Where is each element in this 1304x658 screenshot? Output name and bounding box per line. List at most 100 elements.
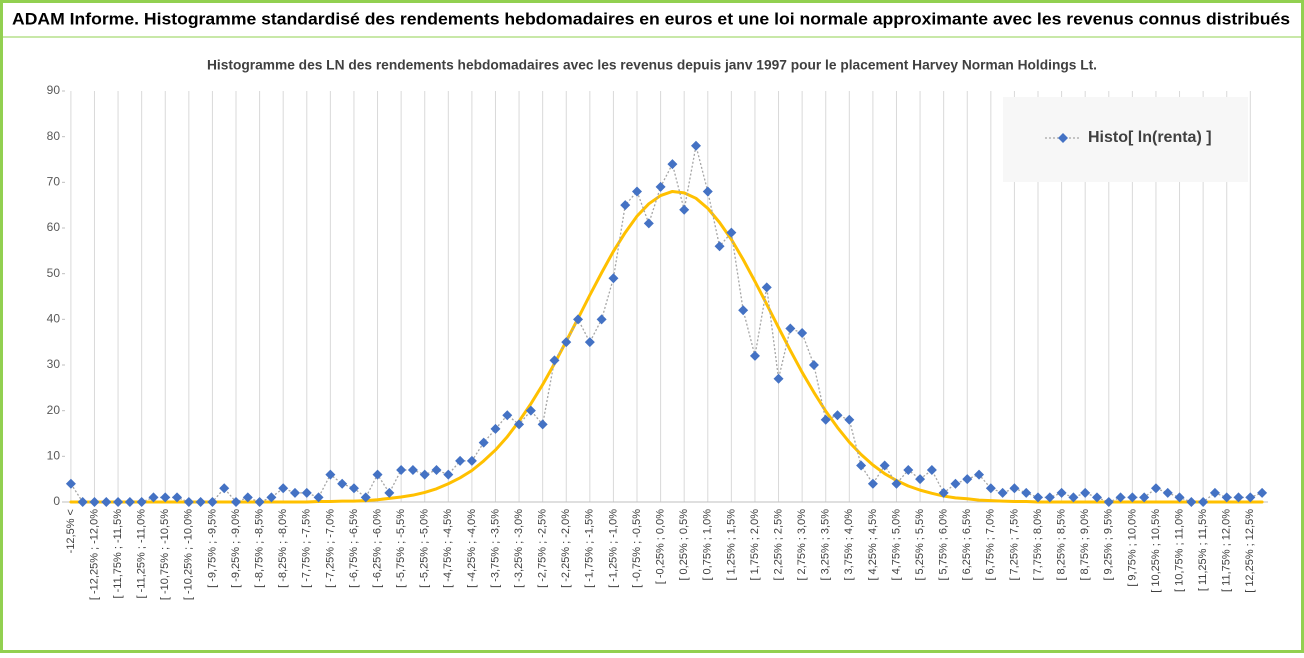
x-tick-label: [ -5,25% ; -5,0% [419,509,431,588]
data-point [573,314,584,325]
y-tick-label: 80 [47,129,61,143]
y-tick-label: 10 [47,449,61,463]
data-point [749,350,760,361]
data-point [1139,492,1150,503]
data-point [1091,492,1102,503]
x-tick-label: [ -7,25% ; -7,0% [324,509,336,588]
x-tick-label: [ -7,75% ; -7,5% [301,509,313,588]
data-point [1174,492,1185,503]
x-tick-label: [ 3,25% ; 3,5% [820,509,832,581]
data-point [325,469,336,480]
x-tick-label: [ 6,75% ; 7,0% [985,509,997,581]
x-tick-label: [ 1,75% ; 2,0% [749,509,761,581]
data-point [1103,497,1114,507]
y-tick-label: 30 [47,357,61,371]
data-point [1068,492,1079,503]
x-tick-label: [ 3,75% ; 4,0% [843,509,855,581]
data-point [903,465,914,476]
x-tick-label: [ -5,75% ; -5,5% [395,509,407,588]
data-point [431,465,442,476]
data-point [1021,487,1032,498]
legend-label: Histo[ ln(renta) ] [1088,129,1212,146]
x-tick-label: [ 5,75% ; 6,0% [938,509,950,581]
data-point [360,492,371,503]
data-point [797,328,808,339]
data-point [514,419,525,430]
data-point [525,405,536,416]
data-point [1221,492,1232,503]
x-tick-label: [ 11,25% ; 11,5% [1197,509,1209,591]
data-point [773,373,784,384]
data-point [620,200,631,211]
x-tick-label: [ -1,75% ; -1,5% [584,509,596,588]
data-point [254,497,265,507]
data-point [726,227,737,238]
data-point [160,492,171,503]
fit-curve [69,189,1264,504]
data-point [820,414,831,425]
x-tick-label: [ 9,25% ; 9,5% [1103,509,1115,581]
x-tick-label: [ 10,75% ; 11,0% [1173,509,1185,592]
y-tick-label: 70 [47,175,61,189]
data-point [844,414,855,425]
data-point [1080,487,1091,498]
data-point [761,282,772,293]
y-tick-label: 90 [47,83,61,97]
data-point [997,487,1008,498]
data-point [1245,492,1256,503]
page-title: ADAM Informe. Histogramme standardisé de… [12,9,1290,28]
x-tick-label: [ -6,75% ; -6,5% [348,509,360,588]
data-point [867,478,878,489]
y-tick-label: 50 [47,266,61,280]
data-point [738,305,749,316]
data-point [502,410,513,421]
data-point [985,483,996,494]
x-tick-label: [ 1,25% ; 1,5% [725,509,737,581]
data-point [195,497,206,507]
data-point [148,492,159,503]
x-tick-label: [ -2,75% ; -2,5% [537,509,549,588]
y-tick-label: 20 [47,403,61,417]
x-tick-label: [ 6,25% ; 6,5% [961,509,973,581]
data-point [478,437,489,448]
data-point [1257,487,1268,498]
data-point [443,469,454,480]
data-point [77,497,88,507]
x-tick-label: [ -1,25% ; -1,0% [607,509,619,588]
data-point [950,478,961,489]
x-tick-label: [ -10,75% ; -10,5% [159,509,171,600]
x-tick-label: -12,5% < [65,509,77,553]
x-tick-label: [ 10,25% ; 10,5% [1150,509,1162,593]
x-tick-label: [ 4,75% ; 5,0% [890,509,902,581]
x-tick-label: [ -8,25% ; -8,0% [277,509,289,588]
data-point [561,337,572,348]
x-tick-label: [ 7,25% ; 7,5% [1008,509,1020,581]
x-tick-label: [ 8,25% ; 8,5% [1056,509,1068,581]
x-tick-label: [ -11,75% ; -11,5% [112,509,124,599]
data-point [113,497,124,507]
x-tick-label: [ -3,25% ; -3,0% [513,509,525,588]
data-point [242,492,253,503]
data-point [702,186,713,197]
data-point [690,140,701,151]
data-point [1209,487,1220,498]
data-point [549,355,560,366]
data-point [655,181,666,192]
data-point [490,423,501,434]
data-point [584,337,595,348]
data-point [1198,497,1209,507]
data-point [1115,492,1126,503]
x-tick-label: [ -2,25% ; -2,0% [560,509,572,588]
x-tick-label: [ -4,75% ; -4,5% [442,509,454,588]
data-point [466,455,477,466]
x-tick-label: [ -11,25% ; -11,0% [136,509,148,599]
y-tick-label: 60 [47,220,61,234]
data-point [714,241,725,252]
data-point [1233,492,1244,503]
data-point [278,483,289,494]
data-point [1186,497,1197,507]
data-point [926,465,937,476]
data-point [679,204,690,215]
data-point [938,487,949,498]
